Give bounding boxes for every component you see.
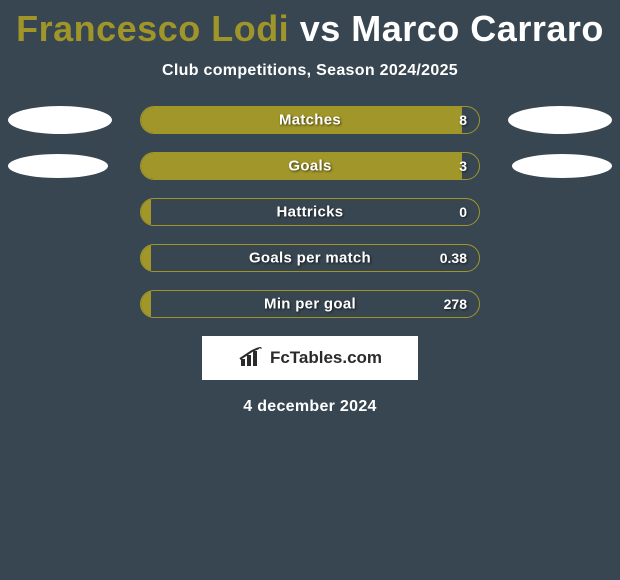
stat-bar: Goals per match0.38 — [140, 244, 480, 272]
player1-name: Francesco Lodi — [16, 8, 289, 49]
stat-row: Hattricks0 — [0, 198, 620, 226]
stat-label: Goals — [141, 158, 479, 175]
stat-value: 278 — [444, 296, 467, 312]
stat-label: Min per goal — [141, 296, 479, 313]
comparison-title: Francesco Lodi vs Marco Carraro — [0, 0, 620, 50]
player1-bubble — [8, 154, 108, 178]
player2-bubble — [512, 154, 612, 178]
subtitle: Club competitions, Season 2024/2025 — [0, 62, 620, 80]
stat-bar: Goals3 — [140, 152, 480, 180]
logo-text: FcTables.com — [270, 348, 382, 368]
stat-row: Matches8 — [0, 106, 620, 134]
stat-value: 0 — [459, 204, 467, 220]
stat-label: Goals per match — [141, 250, 479, 267]
barchart-icon — [238, 347, 266, 369]
stat-row: Min per goal278 — [0, 290, 620, 318]
stat-value: 0.38 — [440, 250, 467, 266]
stat-row: Goals per match0.38 — [0, 244, 620, 272]
stat-bar: Min per goal278 — [140, 290, 480, 318]
stat-rows: Matches8Goals3Hattricks0Goals per match0… — [0, 106, 620, 318]
stat-bar: Matches8 — [140, 106, 480, 134]
logo-box: FcTables.com — [202, 336, 418, 380]
player1-bubble — [8, 106, 112, 134]
stat-value: 8 — [459, 112, 467, 128]
stat-label: Matches — [141, 112, 479, 129]
stat-label: Hattricks — [141, 204, 479, 221]
date-text: 4 december 2024 — [0, 398, 620, 416]
stat-value: 3 — [459, 158, 467, 174]
player2-name: Marco Carraro — [351, 8, 604, 49]
stat-row: Goals3 — [0, 152, 620, 180]
vs-text: vs — [300, 8, 341, 49]
player2-bubble — [508, 106, 612, 134]
stat-bar: Hattricks0 — [140, 198, 480, 226]
